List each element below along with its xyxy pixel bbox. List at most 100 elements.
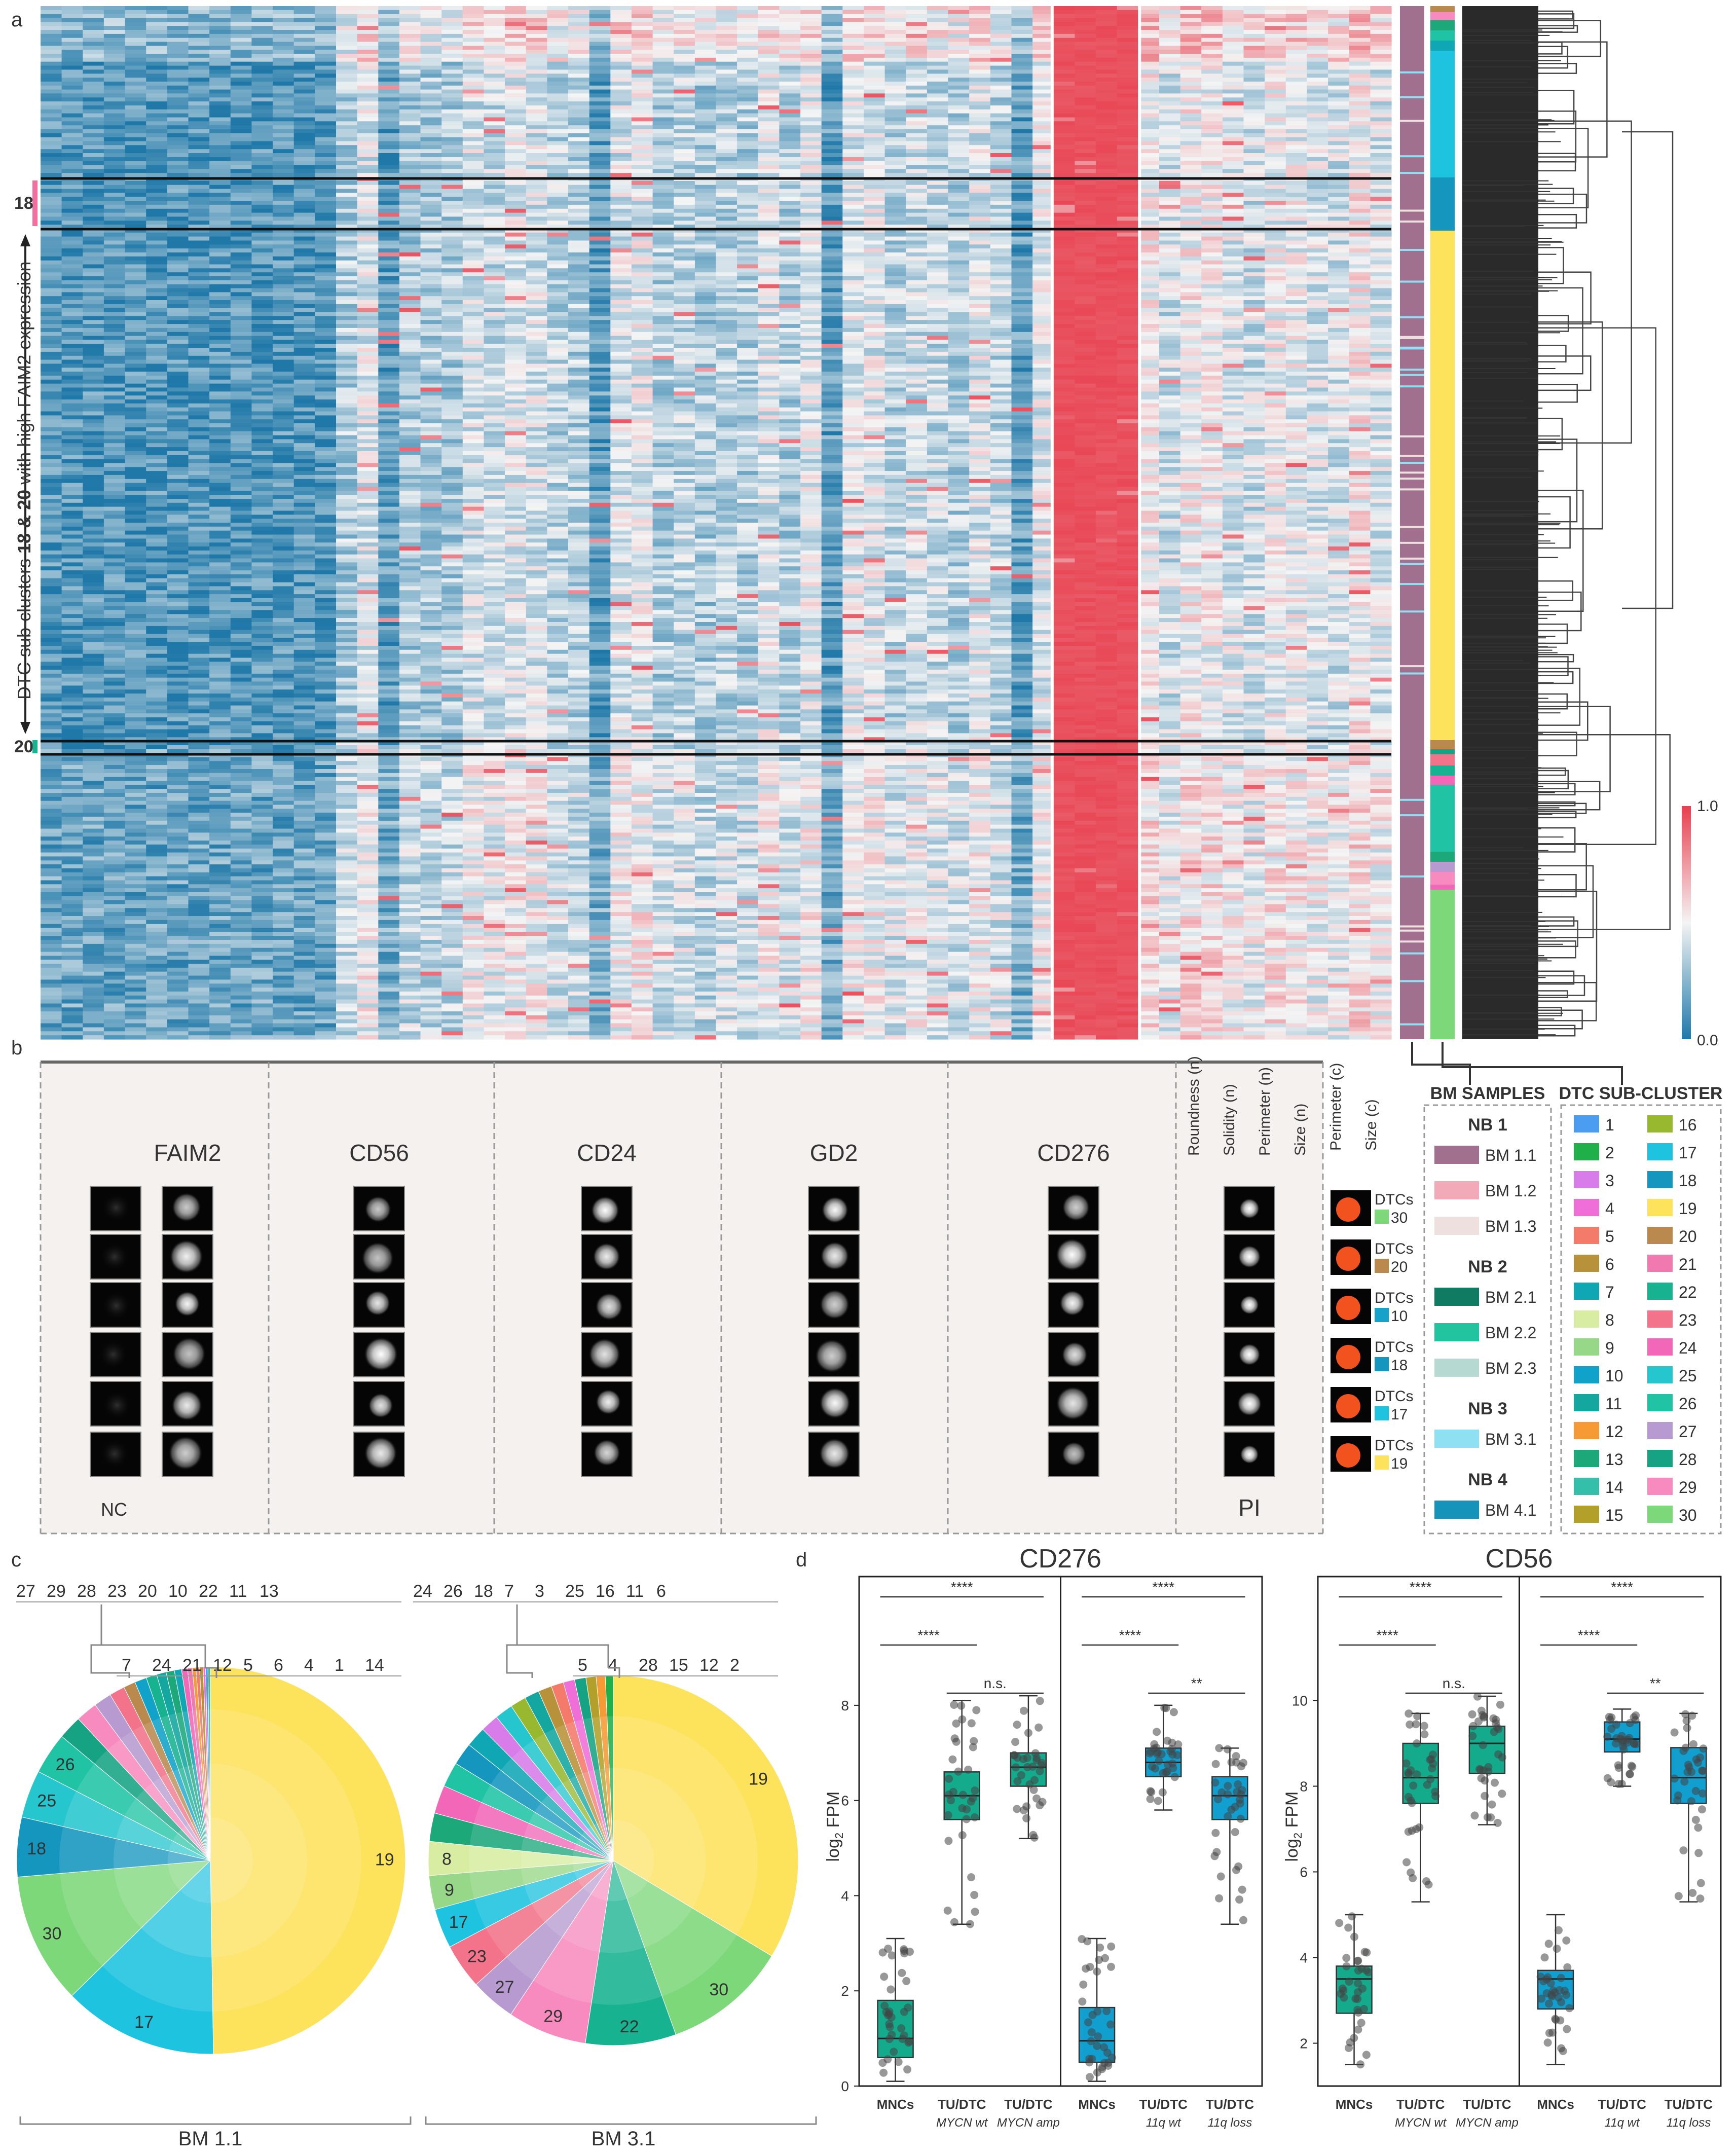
heatmap-cell <box>357 105 379 110</box>
heatmap-cell <box>188 26 210 30</box>
heatmap-cell <box>568 89 590 94</box>
heatmap-cell <box>631 292 653 297</box>
heatmap-cell <box>969 57 991 62</box>
heatmap-cell <box>694 312 717 316</box>
heatmap-cell <box>103 113 126 118</box>
heatmap-cell <box>315 121 337 126</box>
heatmap-cell <box>336 180 358 186</box>
heatmap-cell <box>1138 97 1160 102</box>
heatmap-cell <box>1201 46 1223 50</box>
heatmap-cell <box>779 236 801 241</box>
heatmap-cell <box>61 85 83 90</box>
heatmap-cell <box>631 221 653 225</box>
heatmap-cell <box>399 244 421 249</box>
heatmap-cell <box>1243 137 1265 142</box>
heatmap-cell <box>842 276 864 281</box>
heatmap-cell <box>61 57 83 62</box>
heatmap-cell <box>1159 225 1181 229</box>
heatmap-cell <box>399 65 421 70</box>
heatmap-cell <box>357 300 379 305</box>
heatmap-cell <box>61 248 83 253</box>
heatmap-cell <box>674 22 695 26</box>
heatmap-cell <box>568 69 590 74</box>
heatmap-cell <box>505 312 527 316</box>
heatmap-cell <box>1349 46 1371 50</box>
heatmap-cell <box>293 304 315 309</box>
heatmap-cell <box>357 69 379 74</box>
heatmap-cell <box>610 276 632 281</box>
heatmap-cell <box>61 189 83 193</box>
heatmap-cell <box>779 292 801 297</box>
heatmap-cell <box>293 30 315 34</box>
heatmap-cell <box>1032 161 1054 166</box>
heatmap-cell <box>1096 288 1118 293</box>
heatmap-cell <box>251 161 273 166</box>
heatmap-cell <box>1117 216 1138 221</box>
heatmap-cell <box>821 240 843 245</box>
heatmap-cell <box>800 125 822 130</box>
heatmap-cell <box>948 161 970 166</box>
heatmap-cell <box>167 276 189 281</box>
heatmap-cell <box>1011 105 1033 110</box>
heatmap-cell <box>1180 204 1202 209</box>
heatmap-cell <box>357 161 379 166</box>
heatmap-cell <box>41 65 62 70</box>
heatmap-cell <box>884 240 906 245</box>
heatmap-cell <box>694 296 717 301</box>
heatmap-cell <box>315 268 337 273</box>
heatmap-cell <box>1243 38 1265 43</box>
heatmap-cell <box>1243 212 1265 217</box>
heatmap-cell <box>378 149 400 154</box>
heatmap-cell <box>990 46 1012 50</box>
heatmap-cell <box>83 129 104 134</box>
heatmap-cell <box>1032 30 1054 34</box>
heatmap-cell <box>842 248 864 253</box>
heatmap-cell <box>1138 101 1160 106</box>
heatmap-cell <box>990 229 1012 233</box>
heatmap-cell <box>610 229 632 233</box>
heatmap-cell <box>61 260 83 265</box>
heatmap-cell <box>948 18 970 22</box>
heatmap-cell <box>462 252 484 257</box>
heatmap-cell <box>1180 189 1202 193</box>
heatmap-cell <box>589 204 611 209</box>
heatmap-cell <box>1117 78 1138 82</box>
heatmap-cell <box>674 69 695 74</box>
heatmap-cell <box>1138 74 1160 78</box>
heatmap-cell <box>969 264 991 269</box>
heatmap-cell <box>1053 165 1075 169</box>
heatmap-cell <box>1011 50 1033 54</box>
heatmap-cell <box>800 69 822 74</box>
heatmap-cell <box>568 304 590 309</box>
heatmap-cell <box>1180 212 1202 217</box>
heatmap-cell <box>1159 101 1181 106</box>
heatmap-cell <box>293 85 315 90</box>
heatmap-cell <box>1307 22 1328 26</box>
heatmap-cell <box>336 272 358 277</box>
heatmap-cell <box>336 129 358 134</box>
heatmap-cell <box>589 248 611 253</box>
heatmap-cell <box>884 38 906 43</box>
heatmap-cell <box>357 212 379 217</box>
heatmap-cell <box>1180 38 1202 43</box>
heatmap-cell <box>61 125 83 130</box>
heatmap-cell <box>969 109 991 114</box>
heatmap-cell <box>167 296 189 301</box>
heatmap <box>41 6 1392 1040</box>
heatmap-cell <box>610 284 632 289</box>
heatmap-cell <box>230 46 252 50</box>
heatmap-cell <box>188 280 210 285</box>
heatmap-cell <box>146 248 168 253</box>
heatmap-cell <box>716 216 737 221</box>
heatmap-cell <box>969 276 991 281</box>
heatmap-cell <box>652 221 674 225</box>
heatmap-cell <box>484 113 505 118</box>
heatmap-cell <box>969 312 991 316</box>
heatmap-cell <box>927 133 949 138</box>
heatmap-cell <box>1222 225 1244 229</box>
heatmap-cell <box>821 304 843 309</box>
heatmap-cell <box>420 129 442 134</box>
heatmap-cell <box>167 38 189 43</box>
heatmap-cell <box>357 74 379 78</box>
heatmap-cell <box>103 145 126 150</box>
